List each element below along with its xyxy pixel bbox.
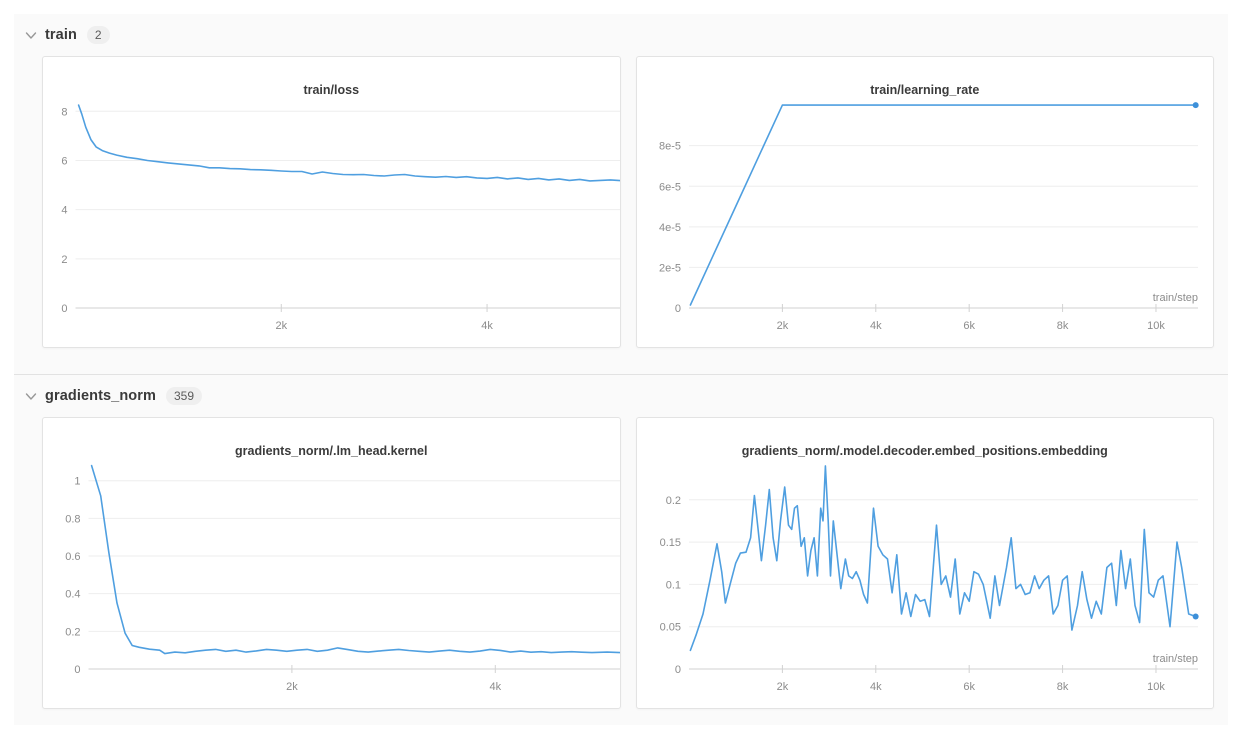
end-point-marker (1192, 102, 1199, 109)
chart-title: train/learning_rate (870, 83, 980, 97)
y-tick-label: 4 (61, 205, 67, 217)
x-axis-label: train/step (1152, 653, 1197, 665)
y-tick-label: 0 (674, 664, 680, 676)
panel-row: gradients_norm/.lm_head.kernel 0 0.2 0.4 0.6… (14, 415, 1228, 725)
x-tick-label: 8k (1056, 681, 1068, 693)
x-tick-label: 6k (963, 681, 975, 693)
x-axis-label: train/step (1152, 292, 1197, 304)
metrics-dashboard: train 2 train/loss024682k4k6k8k10ktrain/… (14, 14, 1228, 725)
end-point-marker (1192, 613, 1199, 620)
x-tick-label: 4k (489, 681, 501, 693)
y-tick-label: 0 (61, 303, 67, 315)
chart-title: gradients_norm/.lm_head.kernel (235, 444, 428, 458)
y-tick-label: 0.05 (659, 622, 680, 634)
x-tick-label: 4k (481, 320, 493, 332)
y-tick-label: 4e-5 (658, 222, 680, 234)
y-tick-label: 8e-5 (658, 141, 680, 153)
line-chart-svg: 0 0.05 0.1 0.15 0.2 2k 4k 6k 8k 10k train/step (659, 465, 1199, 693)
y-tick-label: 0.15 (659, 537, 680, 549)
x-tick-label: 2k (286, 681, 298, 693)
y-tick-label: 0.1 (665, 579, 680, 591)
section-header-train[interactable]: train 2 (14, 14, 1228, 54)
section-title: gradients_norm (45, 388, 156, 404)
x-tick-label: 4k (869, 320, 881, 332)
y-tick-label: 6e-5 (658, 181, 680, 193)
chevron-down-icon[interactable] (24, 389, 38, 403)
y-tick-label: 6 (61, 155, 67, 167)
x-tick-label: 8k (1056, 320, 1068, 332)
line-chart-svg: 00.20.40.60.812k4k6k8k10ktrain/step (65, 464, 620, 693)
chevron-down-icon-svg (25, 31, 37, 39)
chart-title: gradients_norm/.model.decoder.embed_posi… (741, 444, 1108, 458)
x-tick-label: 2k (275, 320, 287, 332)
x-tick-label: 10k (1147, 320, 1165, 332)
section-title: train (45, 27, 77, 43)
x-tick-label: 2k (776, 320, 788, 332)
chart-panel[interactable]: train/loss024682k4k6k8k10ktrain/step (42, 56, 621, 348)
chart-panel[interactable]: gradients_norm/.model.decoder.embed_posi… (635, 417, 1214, 709)
series-line (90, 464, 620, 655)
y-tick-label: 8 (61, 106, 67, 118)
y-tick-label: 0.4 (65, 589, 80, 601)
chevron-down-icon[interactable] (24, 28, 38, 42)
chart-panel[interactable]: train/learning_rate 0 2e-5 4e-5 6e-5 8e-5 2k 4k… (635, 56, 1214, 348)
x-tick-label: 10k (1147, 681, 1165, 693)
section-train: train 2 train/loss024682k4k6k8k10ktrain/… (14, 14, 1228, 375)
line-chart-svg: 0 2e-5 4e-5 6e-5 8e-5 2k 4k 6k 8k 10k train/step (658, 102, 1199, 332)
series-line (689, 104, 1196, 306)
y-tick-label: 2 (61, 254, 67, 266)
y-tick-label: 0.8 (65, 513, 80, 525)
y-tick-label: 2e-5 (658, 262, 680, 274)
series-line (77, 104, 620, 182)
chevron-down-icon-svg (25, 392, 37, 400)
chart-panel[interactable]: gradients_norm/.lm_head.kernel 0 0.2 0.4 0.6… (42, 417, 621, 709)
x-tick-label: 4k (869, 681, 881, 693)
y-tick-label: 0.2 (665, 495, 680, 507)
section-gradients-norm: gradients_norm 359 gradients_norm/.lm_he… (14, 375, 1228, 725)
line-chart-svg: 024682k4k6k8k10ktrain/step (61, 104, 620, 332)
x-tick-label: 6k (963, 320, 975, 332)
section-count-badge: 2 (86, 26, 110, 44)
y-tick-label: 0 (674, 303, 680, 315)
y-tick-label: 0.2 (65, 626, 80, 638)
x-tick-label: 2k (776, 681, 788, 693)
section-header-gradients-norm[interactable]: gradients_norm 359 (14, 375, 1228, 415)
y-tick-label: 0 (74, 664, 80, 676)
series-line (689, 465, 1196, 652)
y-tick-label: 0.6 (65, 551, 80, 563)
section-count-badge: 359 (165, 387, 203, 405)
chart-title: train/loss (303, 83, 360, 97)
y-tick-label: 1 (74, 476, 80, 488)
panel-row: train/loss024682k4k6k8k10ktrain/steptrai… (14, 54, 1228, 374)
